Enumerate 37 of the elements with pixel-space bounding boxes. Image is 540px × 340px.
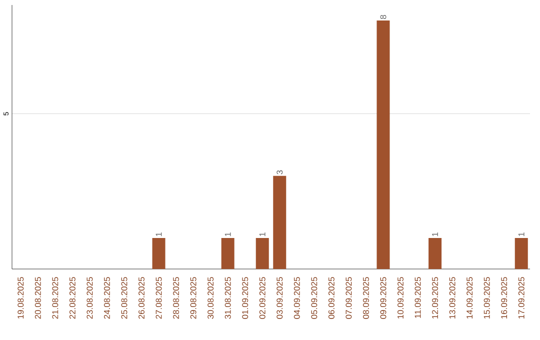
x-tick-label: 29.08.2025	[190, 277, 196, 319]
x-tick-label: 26.08.2025	[138, 277, 144, 319]
x-tick-label: 24.08.2025	[104, 277, 110, 319]
data-label: 1	[259, 232, 266, 236]
x-tick-label: 10.09.2025	[398, 277, 404, 319]
x-tick-label: 09.09.2025	[380, 277, 386, 319]
data-label: 1	[156, 232, 162, 236]
x-tick-label: 31.08.2025	[224, 277, 231, 319]
data-label: 3	[276, 170, 283, 174]
x-tick-label: 17.09.2025	[518, 277, 524, 319]
x-tick-label: 21.08.2025	[52, 277, 58, 319]
x-tick-label: 01.09.2025	[242, 277, 248, 319]
x-tick-label: 20.08.2025	[34, 277, 41, 319]
data-label: 1	[518, 232, 524, 236]
data-label: 8	[380, 14, 386, 19]
x-tick-label: 25.08.2025	[121, 277, 128, 319]
x-tick-label: 28.08.2025	[173, 277, 180, 319]
x-tick-label: 13.09.2025	[449, 277, 456, 319]
x-tick-label: 19.08.2025	[18, 277, 24, 319]
x-tick-label: 15.09.2025	[484, 277, 490, 319]
data-label: 1	[432, 232, 438, 236]
x-tick-label: 07.09.2025	[346, 277, 352, 319]
x-tick-label: 05.09.2025	[311, 277, 318, 319]
x-tick-label: 22.08.2025	[69, 277, 76, 319]
x-tick-label: 11.09.2025	[414, 277, 421, 318]
x-tick-label: 16.09.2025	[501, 277, 508, 319]
x-tick-label: 03.09.2025	[276, 277, 283, 319]
x-tick-label: 02.09.2025	[259, 277, 266, 319]
x-tick-label: 08.09.2025	[362, 277, 369, 319]
data-label: 1	[224, 232, 231, 236]
x-tick-label: 23.08.2025	[86, 277, 93, 319]
x-tick-label: 14.09.2025	[466, 277, 473, 319]
x-tick-label: 30.08.2025	[208, 277, 214, 319]
x-tick-label: 12.09.2025	[432, 277, 438, 319]
x-tick-label: 06.09.2025	[328, 277, 334, 319]
x-tick-label: 04.09.2025	[294, 277, 300, 319]
x-tick-label: 27.08.2025	[156, 277, 162, 319]
